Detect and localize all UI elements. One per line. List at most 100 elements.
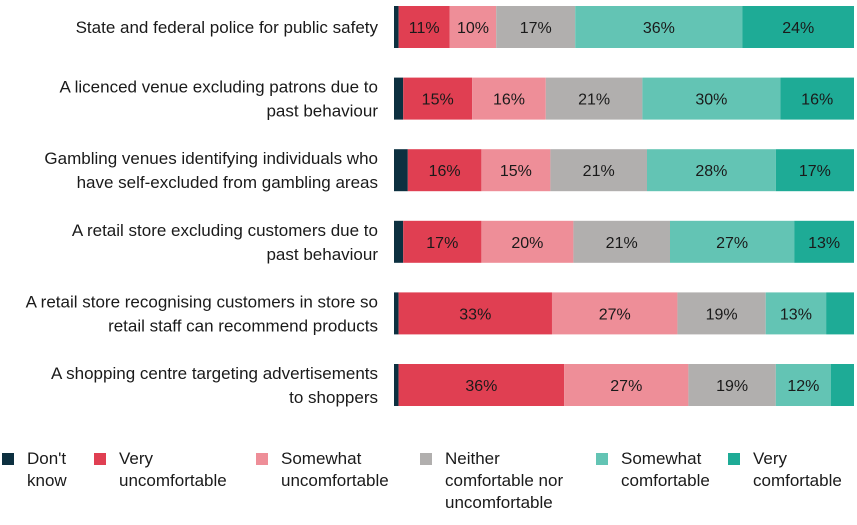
- category-label: Gambling venues identifying individuals …: [44, 149, 378, 192]
- legend-swatch: [728, 453, 740, 465]
- data-label: 13%: [780, 306, 812, 323]
- bar-segment: [573, 220, 670, 263]
- bar-segment: [394, 149, 408, 192]
- legend-label: Very uncomfortable: [119, 449, 227, 490]
- data-label: 27%: [610, 378, 642, 395]
- data-label: 36%: [643, 20, 675, 37]
- category-label-line: Gambling venues identifying individuals …: [44, 149, 378, 168]
- data-label: 13%: [808, 235, 840, 252]
- data-label: 21%: [606, 235, 638, 252]
- bar-segment: [545, 77, 643, 120]
- category-label-line: A licenced venue excluding patrons due t…: [59, 78, 378, 97]
- bar-segment: [551, 292, 678, 335]
- bar-segment: [496, 6, 576, 48]
- bar-segment: [472, 77, 546, 120]
- legend-swatch: [2, 453, 14, 465]
- bar-segment: [398, 6, 450, 48]
- category-label-line: A retail store recognising customers in …: [26, 292, 378, 311]
- bar-segment: [394, 364, 399, 406]
- data-label: 15%: [500, 163, 532, 180]
- data-label: 16%: [429, 163, 461, 180]
- data-label: 11%: [409, 20, 440, 37]
- data-label: 19%: [716, 378, 748, 395]
- bar-segment: [394, 220, 404, 263]
- bar-segment: [403, 77, 473, 120]
- data-label: 15%: [422, 92, 454, 109]
- bar-segment: [394, 77, 404, 120]
- legend-item-somewhat-uncomfortable: Somewhat uncomfortable: [256, 448, 389, 492]
- category-label: A licenced venue excluding patrons due t…: [59, 78, 378, 121]
- bar-segment: [481, 220, 574, 263]
- chart-legend: Don't know Very uncomfortable Somewhat u…: [0, 448, 857, 525]
- bar-segment: [794, 220, 854, 263]
- data-label: 27%: [599, 306, 631, 323]
- bar-segment: [481, 149, 551, 192]
- category-label: State and federal police for public safe…: [76, 18, 379, 37]
- bar-segment: [403, 220, 482, 263]
- bar-segment: [831, 364, 854, 406]
- bar-segment: [742, 6, 854, 48]
- category-label-line: to shoppers: [289, 388, 378, 407]
- legend-item-dont-know: Don't know: [2, 448, 67, 492]
- category-label: A retail store recognising customers in …: [26, 292, 378, 335]
- bar-segment: [826, 292, 854, 335]
- category-label: A shopping centre targeting advertisemen…: [51, 364, 378, 407]
- bar-segment: [394, 292, 399, 335]
- bar-segment: [407, 149, 482, 192]
- bar-segment: [642, 77, 781, 120]
- legend-label: Somewhat uncomfortable: [281, 449, 389, 490]
- data-label: 28%: [695, 163, 727, 180]
- bar-segment: [575, 6, 743, 48]
- category-label-line: A shopping centre targeting advertisemen…: [51, 364, 378, 383]
- bar-segment: [647, 149, 776, 192]
- data-label: 19%: [706, 306, 738, 323]
- category-label-line: State and federal police for public safe…: [76, 18, 379, 37]
- bar-segment: [449, 6, 497, 48]
- data-label: 17%: [520, 20, 552, 37]
- legend-swatch: [420, 453, 432, 465]
- bar-segment: [398, 364, 565, 406]
- data-label: 30%: [695, 92, 727, 109]
- legend-label: Neither comfortable nor uncomfortable: [445, 449, 564, 512]
- data-label: 36%: [465, 378, 497, 395]
- data-label: 24%: [782, 20, 814, 37]
- data-label: 21%: [583, 163, 615, 180]
- legend-swatch: [94, 453, 106, 465]
- data-label: 33%: [459, 306, 491, 323]
- bar-segment: [688, 364, 776, 406]
- legend-item-very-comfortable: Very comfortable: [728, 448, 842, 492]
- data-label: 10%: [457, 20, 489, 37]
- bar-segment: [550, 149, 647, 192]
- legend-swatch: [256, 453, 268, 465]
- legend-item-somewhat-comfortable: Somewhat comfortable: [596, 448, 710, 492]
- data-label: 16%: [801, 92, 833, 109]
- bar-segment: [564, 364, 689, 406]
- legend-label: Very comfortable: [753, 449, 842, 490]
- category-label: A retail store excluding customers due t…: [72, 221, 379, 264]
- category-label-line: A retail store excluding customers due t…: [72, 221, 378, 240]
- data-label: 17%: [799, 163, 831, 180]
- bar-segment: [780, 77, 854, 120]
- category-label-line: past behaviour: [266, 102, 378, 121]
- bar-segment: [765, 292, 827, 335]
- bar-segment: [677, 292, 766, 335]
- legend-label: Somewhat comfortable: [621, 449, 710, 490]
- bar-segment: [775, 364, 831, 406]
- legend-item-very-uncomfortable: Very uncomfortable: [94, 448, 227, 492]
- category-label-line: retail staff can recommend products: [108, 316, 378, 335]
- data-label: 12%: [787, 378, 819, 395]
- bar-segment: [775, 149, 854, 192]
- category-label-line: have self-excluded from gambling areas: [77, 173, 378, 192]
- data-label: 20%: [511, 235, 543, 252]
- legend-swatch: [596, 453, 608, 465]
- bar-segment: [394, 6, 399, 48]
- bar-segment: [398, 292, 552, 335]
- stacked-bar-chart: State and federal police for public safe…: [26, 6, 854, 407]
- legend-label: Don't know: [27, 449, 67, 490]
- legend-item-neither: Neither comfortable nor uncomfortable: [420, 448, 563, 514]
- data-label: 17%: [426, 235, 458, 252]
- bar-segment: [670, 220, 795, 263]
- data-label: 27%: [716, 235, 748, 252]
- data-label: 21%: [578, 92, 610, 109]
- category-label-line: past behaviour: [266, 245, 378, 264]
